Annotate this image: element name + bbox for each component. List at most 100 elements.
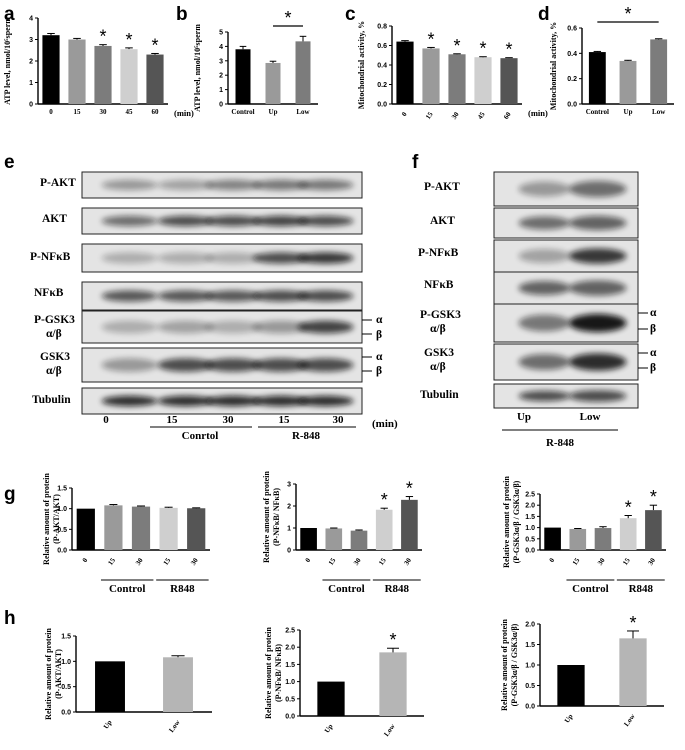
- chart-h2-ylabel: (P-NFκB/ NFκB): [274, 644, 283, 702]
- chart-g1: 0.0 0.5 1.0 1.5 Relative amount of protein (P…: [42, 473, 210, 595]
- chart-b-bar: [295, 41, 311, 104]
- blot-e-strip-0-band: [252, 179, 309, 191]
- blot-e-label-akt: AKT: [42, 213, 67, 225]
- chart-h3-ytick-label: 1.0: [525, 663, 535, 670]
- chart-g2-bar: [401, 499, 418, 550]
- blot-e-strip-3-band: [252, 290, 309, 302]
- chart-d: 0.0 0.2 0.4 0.6 Mitochondrial activity, % Con…: [549, 4, 674, 116]
- blot-f-strip-1: [493, 207, 639, 239]
- chart-g3-bar: [569, 528, 587, 550]
- chart-c-xunit: (min): [528, 108, 548, 118]
- chart-g3-ytick-label: 0.0: [525, 548, 535, 555]
- chart-g1-ytick-label: 0.0: [57, 548, 67, 555]
- chart-g1-bar: [159, 507, 178, 550]
- chart-g2-category-label: 0: [304, 556, 313, 564]
- panel-letter-d: d: [538, 4, 550, 25]
- chart-c-ylabel: Mitochondrial activity, %: [357, 21, 366, 109]
- blot-e-strip-5-band: [101, 358, 158, 372]
- chart-g3-ytick-label: 1.0: [525, 525, 535, 532]
- chart-b-category-label: Up: [269, 108, 278, 116]
- blot-f-lane-up: Up: [517, 411, 531, 423]
- blot-e-strip-2-band: [205, 252, 262, 264]
- chart-h3-ytick-label: 1.5: [525, 642, 535, 649]
- blot-f-strip-6-band: [568, 390, 627, 402]
- chart-g2-ytick-label: 3: [287, 482, 291, 489]
- chart-g2-group-label: R848: [385, 583, 410, 595]
- panel-letter-h: h: [4, 608, 16, 629]
- chart-a-category-label: 30: [100, 108, 108, 116]
- chart-g1-bar: [104, 505, 123, 550]
- chart-h3-significance-star: *: [629, 613, 636, 633]
- chart-g2-bar: [325, 528, 343, 550]
- chart-d-ytick-label: 0.0: [567, 102, 577, 109]
- blot-e-strip-6-band: [101, 395, 158, 407]
- chart-d-bar: [588, 52, 606, 104]
- chart-b: 0 1 2 3 4 5 ATP level, nmol/10⁵sperm Control Up L…: [193, 8, 318, 116]
- blot-e-strip-4-band: [252, 320, 309, 334]
- chart-g1-bar: [187, 508, 206, 550]
- chart-b-ytick-label: 5: [219, 30, 223, 37]
- chart-a-bar: [120, 49, 138, 104]
- blot-f-isoform-beta-2: β: [650, 362, 656, 374]
- blot-e-label-gsk3: GSK3: [40, 351, 70, 363]
- blot-e-strip-3: [81, 281, 363, 311]
- blot-e-lane-0: 0: [103, 414, 109, 426]
- chart-h3-ytick-label: 0.0: [525, 704, 535, 711]
- blot-f-label-p-gsk3-ab: α/β: [430, 323, 446, 335]
- chart-g2-bar: [300, 528, 317, 550]
- chart-g1-ytick-label: 0.5: [57, 527, 67, 534]
- blot-e-group-r848: R-848: [292, 430, 321, 442]
- chart-h3-ytick-label: 2.0: [525, 622, 535, 629]
- chart-d-category-label: Low: [652, 108, 666, 116]
- chart-h3-ytick-label: 0.5: [525, 683, 535, 690]
- western-blot-f: P-AKT AKT P-NFκB NFκB P-GSK3 α/β GSK3 α/…: [418, 171, 657, 449]
- blot-f-label-p-akt: P-AKT: [424, 181, 460, 193]
- chart-h2-ylabel: Relative amount of protein: [264, 627, 273, 719]
- blot-e-strip-6-band: [297, 395, 354, 407]
- blot-f-strip-5-band: [518, 354, 571, 370]
- blot-e-strips: [81, 171, 372, 415]
- chart-b-ylabel: ATP level, nmol/10⁵sperm: [193, 24, 202, 112]
- chart-d-bar: [650, 39, 668, 104]
- chart-g3-ylabel: (P-GSK3α/β / GSK3α/β): [512, 480, 521, 563]
- blot-f-strip-0-band: [518, 181, 571, 197]
- blot-e-isoform-beta-1: β: [376, 329, 382, 341]
- blot-e-strip-4-band: [205, 320, 262, 334]
- panel-letter-e: e: [4, 152, 15, 173]
- blot-f-isoform-alpha-2: α: [650, 347, 657, 359]
- chart-g2-ytick-label: 0: [287, 548, 291, 555]
- chart-g3-ytick-label: 1.5: [525, 514, 535, 521]
- chart-c-bar: [422, 48, 440, 104]
- chart-d-ytick-label: 0.2: [567, 76, 577, 83]
- chart-c-category-label: 60: [502, 110, 513, 121]
- blot-e-strip-4: [81, 310, 363, 344]
- chart-g3-ytick-label: 2.0: [525, 503, 535, 510]
- chart-c-significance-star: *: [479, 39, 486, 59]
- blot-e-strip-5-band: [297, 358, 354, 372]
- chart-c-ytick-label: 0.6: [377, 43, 387, 50]
- blot-f-strip-3-band: [568, 280, 627, 296]
- blot-e-strip-3-band: [297, 290, 354, 302]
- chart-h2-ytick-label: 0.0: [285, 714, 295, 721]
- blot-f-strip-3: [493, 271, 639, 305]
- chart-c-ytick-label: 0.0: [377, 102, 387, 109]
- blot-e-strip-0-band: [297, 179, 354, 191]
- blot-e-label-p-gsk3: P-GSK3: [34, 314, 75, 326]
- blot-e-strip-2: [81, 243, 363, 273]
- chart-a-category-label: 45: [126, 108, 134, 116]
- chart-d-bar: [619, 60, 637, 104]
- blot-f-label-nfkb: NFκB: [424, 279, 454, 291]
- blot-f-strip-1-band: [518, 216, 571, 230]
- chart-a-ylabel: ATP level, nmol/10⁵sperm: [3, 17, 12, 105]
- chart-h3-bar: [557, 665, 585, 706]
- blot-e-group-control: Conrtol: [182, 430, 219, 442]
- panel-letter-f: f: [412, 152, 419, 173]
- chart-b-category-label: Control: [231, 108, 254, 116]
- blot-e-strip-1-band: [205, 215, 262, 227]
- blot-f-strip-6-band: [518, 390, 571, 402]
- blot-f-strip-2-band: [518, 248, 571, 264]
- blot-f-strip-2: [493, 239, 639, 273]
- chart-h2-ytick-label: 0.5: [285, 696, 295, 703]
- blot-e-strip-6-band: [252, 395, 309, 407]
